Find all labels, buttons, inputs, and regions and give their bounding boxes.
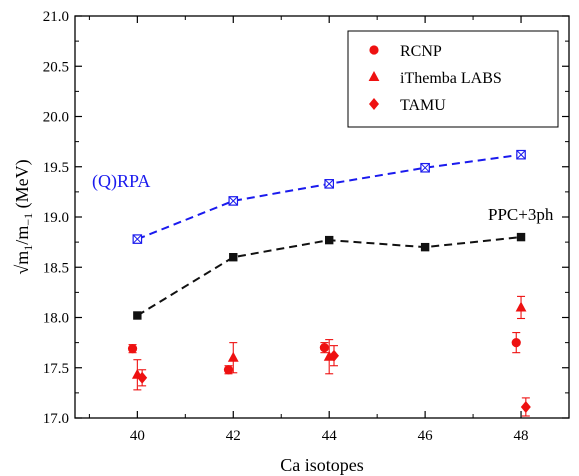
data-point-triangle	[227, 351, 239, 362]
rpa-curve-label: (Q)RPA	[92, 171, 150, 192]
y-tick-label: 20.0	[43, 110, 69, 126]
y-tick-label: 19.5	[43, 160, 69, 176]
x-tick-label: 48	[514, 428, 529, 444]
theory-point	[420, 162, 430, 173]
theory-point	[324, 179, 334, 189]
y-tick-label: 18.5	[43, 260, 69, 276]
legend-box	[347, 30, 559, 128]
y-tick-label: 18.0	[43, 311, 69, 327]
theory-point	[324, 235, 334, 245]
theory-point	[516, 149, 526, 160]
y-axis-title-sub1: 1	[21, 245, 35, 251]
legend: RCNP iThemba LABS TAMU	[347, 30, 559, 128]
y-tick-label: 17.5	[43, 361, 69, 377]
theory-point	[228, 196, 239, 206]
y-axis-title: √m1/m−1 (MeV)	[12, 159, 35, 274]
legend-marker-circle	[369, 45, 379, 55]
theory-point	[132, 234, 143, 244]
x-tick-label: 46	[418, 428, 434, 444]
theory-point-cross	[420, 163, 430, 173]
data-point-circle	[511, 338, 521, 348]
data-layer	[127, 295, 531, 417]
data-point-diamond	[520, 400, 531, 413]
legend-label: iThemba LABS	[400, 70, 502, 87]
x-tick-label: 40	[130, 428, 145, 444]
y-axis-title-mid: /m	[12, 226, 32, 245]
theory-point-cross	[132, 234, 142, 244]
data-point-diamond	[328, 349, 339, 362]
ppc-curve-label: PPC+3ph	[488, 205, 554, 224]
legend-marker-triangle	[368, 71, 380, 81]
theory-point	[133, 311, 142, 320]
x-tick-label: 44	[322, 428, 338, 444]
theory-point	[516, 232, 526, 242]
y-tick-label: 21.0	[43, 9, 69, 25]
theory-point	[420, 242, 430, 252]
theory-point	[229, 253, 238, 262]
data-point-triangle	[515, 301, 527, 312]
theory-point-cross	[324, 179, 334, 189]
y-axis-title-main: √m	[12, 251, 32, 275]
x-tick-label: 42	[226, 428, 241, 444]
x-axis-title: Ca isotopes	[280, 455, 364, 475]
y-tick-label: 19.0	[43, 210, 69, 226]
labels-layer: (Q)RPA PPC+3ph Ca isotopes √m1/m−1 (MeV)	[12, 159, 554, 475]
legend-marker-diamond	[369, 98, 379, 110]
data-point-circle	[319, 343, 329, 353]
y-tick-label: 17.0	[43, 411, 69, 427]
theory-line	[136, 236, 522, 317]
legend-label: RCNP	[400, 43, 442, 60]
theory-point-cross	[516, 150, 526, 160]
y-axis-title-sub2: −1	[21, 213, 35, 226]
y-axis-title-unit: (MeV)	[12, 159, 33, 212]
theory-line	[136, 153, 522, 241]
data-point-diamond	[137, 371, 148, 384]
data-point-circle	[127, 344, 138, 354]
theory-point-cross	[228, 196, 238, 206]
theory-layer	[132, 149, 526, 320]
axes-layer: 40 42 44 46 48 17.0 17.5 18.0 18.5 19.0 19.5 20.0 20…	[43, 9, 570, 444]
y-tick-label: 20.5	[43, 59, 69, 75]
legend-label: TAMU	[400, 97, 446, 114]
data-point-circle	[223, 365, 234, 375]
